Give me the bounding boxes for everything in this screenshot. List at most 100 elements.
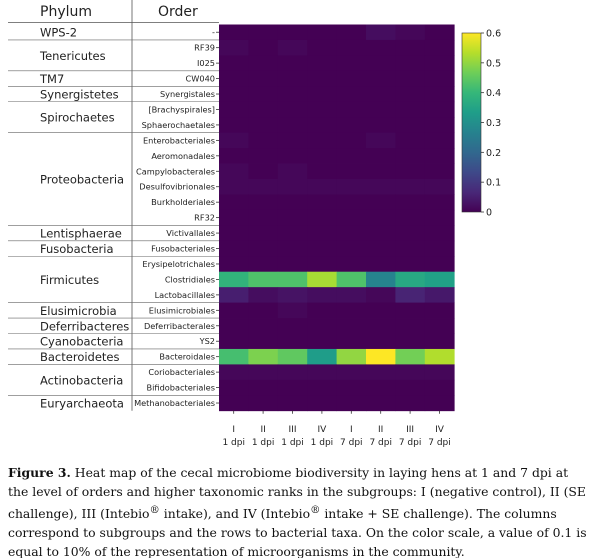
column-subgroup-label: II (260, 425, 265, 435)
heatmap-cell (248, 148, 279, 164)
heatmap-cell (424, 240, 455, 257)
column-subgroup-label: IV (435, 425, 445, 435)
heatmap-cell (219, 395, 249, 412)
heatmap-cell (219, 132, 249, 149)
heatmap-cell (366, 55, 396, 72)
heatmap-cell (277, 333, 308, 350)
heatmap-cell (277, 163, 308, 180)
heatmap-cell (219, 240, 249, 257)
heatmap-cell (366, 379, 396, 396)
heatmap-cell (366, 86, 396, 103)
heatmap-cell (336, 163, 367, 180)
heatmap-cell (219, 101, 249, 118)
colorbar-tick-label: 0.4 (486, 88, 501, 99)
heatmap-cell (424, 70, 455, 87)
heatmap-cell (307, 70, 337, 87)
heatmap-cell (395, 240, 426, 257)
heatmap-cell (307, 271, 337, 288)
heatmap-cell (395, 179, 426, 195)
phylum-label: Euryarchaeota (40, 397, 124, 411)
heatmap-cell (248, 209, 279, 226)
order-label: Burkholderiales (151, 197, 215, 207)
heatmap-cell (336, 287, 367, 303)
heatmap-cell (366, 364, 396, 381)
phylum-label: Spirochaetes (40, 111, 115, 125)
column-subgroup-label: III (289, 425, 297, 435)
heatmap-cell (219, 318, 249, 334)
heatmap-cell (277, 39, 308, 56)
heatmap-cell (366, 101, 396, 118)
order-label: Coriobacteriales (148, 367, 215, 377)
heatmap-cell (277, 364, 308, 381)
heatmap-cell (219, 333, 249, 350)
heatmap-cell (366, 70, 396, 87)
heatmap-cell (219, 256, 249, 273)
heatmap-cell (277, 240, 308, 257)
heatmap-cell (336, 132, 367, 149)
heatmap-cell (307, 348, 337, 365)
phylum-label: Fusobacteria (40, 242, 114, 256)
heatmap-cell (366, 225, 396, 242)
colorbar-tick-label: 0.5 (486, 58, 501, 69)
order-label: Deferribacterales (144, 321, 215, 331)
heatmap-cell (336, 55, 367, 72)
heatmap-cell (277, 348, 308, 365)
heatmap-cell (248, 256, 279, 273)
heatmap-cell (277, 209, 308, 226)
heatmap-cell (277, 24, 308, 41)
heatmap-cell (395, 348, 426, 365)
heatmap-cell (307, 395, 337, 412)
phylum-label: Cyanobacteria (40, 335, 123, 349)
heatmap-cell (366, 163, 396, 180)
heatmap-cell (424, 55, 455, 72)
heatmap-figure: Phylum Order WPS-2 Tenericutes TM7 Synergis… (8, 0, 501, 448)
order-label: Sphaerochaetales (142, 120, 215, 130)
heatmap-cell (219, 364, 249, 381)
heatmap-cell (248, 333, 279, 350)
order-label: Aeromonadales (151, 151, 215, 161)
phylum-column-header: Phylum (40, 4, 92, 20)
heatmap-cell (336, 39, 367, 56)
phylum-label: Synergistetes (40, 88, 119, 102)
heatmap-cell (307, 117, 337, 134)
heatmap-cell (395, 101, 426, 118)
heatmap-cell (219, 348, 249, 365)
heatmap-cell (219, 225, 249, 242)
heatmap-cell (307, 287, 337, 303)
heatmap-cell (336, 179, 367, 195)
colorbar-gradient (461, 32, 482, 213)
heatmap-cell (366, 179, 396, 195)
phylum-label: TM7 (39, 72, 64, 86)
heatmap-cell (219, 24, 249, 41)
heatmap-cell (424, 364, 455, 381)
heatmap-cell (277, 395, 308, 412)
heatmap-cell (307, 333, 337, 350)
heatmap-cell (424, 287, 455, 303)
heatmap-cell (366, 240, 396, 257)
heatmap-cell (277, 287, 308, 303)
column-subgroup-label: I (232, 425, 235, 435)
colorbar-tick-label: 0 (486, 208, 492, 219)
heatmap-cell (307, 194, 337, 211)
heatmap-cell (395, 86, 426, 103)
order-label: Synergistales (160, 89, 215, 99)
heatmap-cell (219, 55, 249, 72)
heatmap-cell (336, 194, 367, 211)
order-label: Bacteroidales (159, 352, 215, 362)
heatmap-cell (307, 163, 337, 180)
phylum-label: Elusimicrobia (40, 304, 117, 318)
heatmap-cell (219, 39, 249, 56)
heatmap-cell (395, 318, 426, 334)
heatmap-cell (219, 86, 249, 103)
heatmap-cell (219, 271, 249, 288)
heatmap-cell (424, 302, 455, 319)
heatmap-cell (366, 117, 396, 134)
heatmap-cell (248, 225, 279, 242)
heatmap-cell (395, 225, 426, 242)
heatmap-cell (219, 302, 249, 319)
heatmap-cell (366, 348, 396, 365)
heatmap-cell (424, 24, 455, 41)
heatmap-cell (219, 194, 249, 211)
heatmap-cell (395, 117, 426, 134)
heatmap-cell (307, 148, 337, 164)
